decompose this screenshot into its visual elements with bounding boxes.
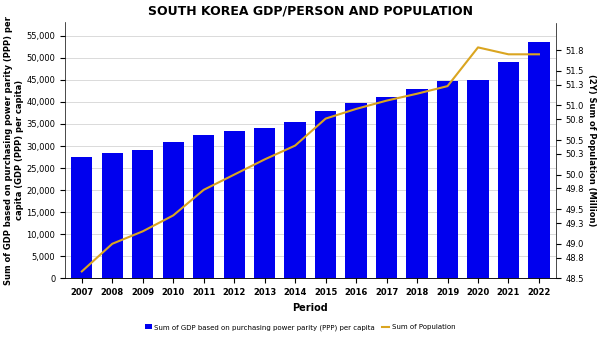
Bar — [71, 157, 92, 278]
Sum of Population — [444, 84, 451, 88]
Sum of Population — [170, 213, 177, 217]
Sum of Population — [139, 229, 146, 233]
Bar — [346, 103, 367, 278]
X-axis label: Period: Period — [293, 303, 328, 313]
Sum of Population — [475, 45, 482, 50]
Sum of Population — [505, 52, 512, 56]
Bar — [132, 150, 154, 278]
Sum of Population — [413, 92, 421, 96]
Sum of Population — [292, 144, 299, 148]
Bar — [284, 122, 306, 278]
Bar — [467, 80, 488, 278]
Bar — [528, 42, 550, 278]
Legend: Sum of GDP based on purchasing power parity (PPP) per capita, Sum of Population: Sum of GDP based on purchasing power par… — [142, 321, 458, 334]
Sum of Population — [261, 157, 268, 161]
Line: Sum of Population: Sum of Population — [82, 48, 539, 271]
Sum of Population — [78, 269, 85, 273]
Bar — [315, 111, 336, 278]
Title: SOUTH KOREA GDP/PERSON AND POPULATION: SOUTH KOREA GDP/PERSON AND POPULATION — [148, 4, 473, 17]
Bar — [376, 97, 397, 278]
Bar — [163, 142, 184, 278]
Sum of Population — [322, 117, 329, 121]
Bar — [224, 130, 245, 278]
Bar — [406, 89, 428, 278]
Sum of Population — [383, 99, 390, 103]
Bar — [498, 62, 519, 278]
Sum of Population — [230, 173, 238, 177]
Sum of Population — [352, 107, 359, 111]
Bar — [101, 153, 123, 278]
Sum of Population — [535, 52, 542, 56]
Bar — [193, 135, 214, 278]
Y-axis label: (2Y) Sum of Population (Million): (2Y) Sum of Population (Million) — [587, 74, 596, 226]
Bar — [254, 128, 275, 278]
Y-axis label: Sum of GDP based on purchasing power parity (PPP) per
capita (GDP (PPP) per capi: Sum of GDP based on purchasing power par… — [4, 16, 23, 285]
Bar — [437, 81, 458, 278]
Sum of Population — [200, 188, 208, 192]
Sum of Population — [109, 242, 116, 246]
